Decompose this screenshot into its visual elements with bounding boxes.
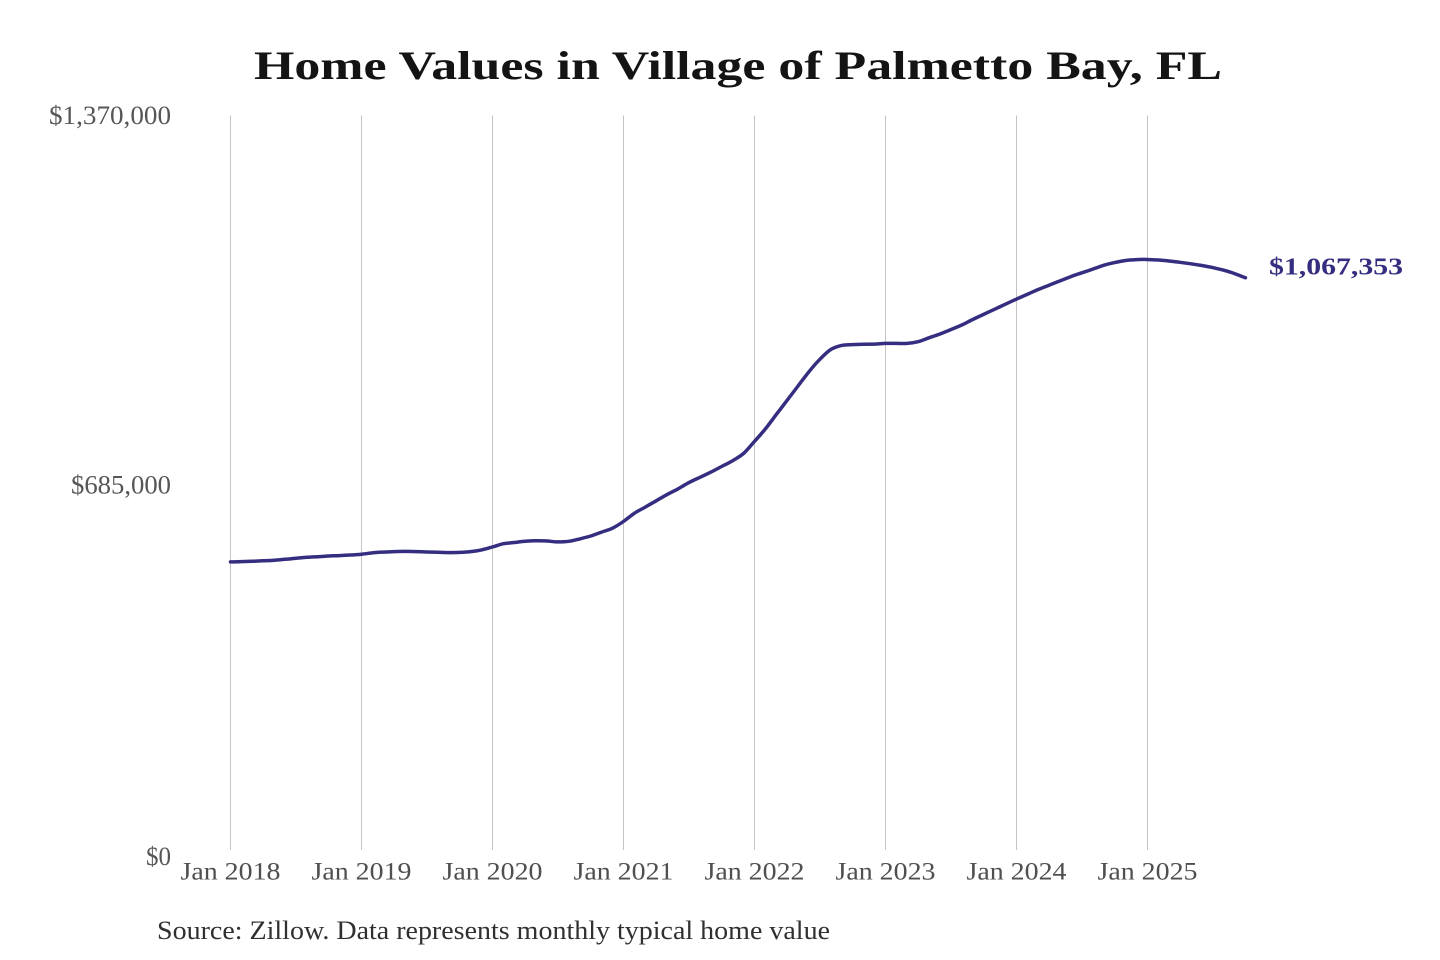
svg-text:Jan 2025: Jan 2025 [1098, 858, 1198, 885]
svg-text:Home Values in Village of Palm: Home Values in Village of Palmetto Bay, … [254, 43, 1222, 88]
svg-text:Jan 2021: Jan 2021 [574, 858, 674, 885]
svg-text:Jan 2023: Jan 2023 [836, 858, 936, 885]
svg-text:Source: Zillow. Data represent: Source: Zillow. Data represents monthly … [157, 916, 830, 945]
svg-text:$1,370,000: $1,370,000 [49, 101, 171, 130]
svg-text:Jan 2022: Jan 2022 [705, 858, 805, 885]
svg-text:$1,067,353: $1,067,353 [1269, 255, 1403, 281]
svg-text:Jan 2024: Jan 2024 [967, 858, 1068, 885]
svg-text:$685,000: $685,000 [71, 471, 171, 500]
svg-text:$0: $0 [146, 842, 171, 871]
svg-text:Jan 2020: Jan 2020 [443, 858, 543, 885]
svg-text:Jan 2018: Jan 2018 [181, 858, 281, 885]
svg-text:Jan 2019: Jan 2019 [312, 858, 412, 885]
